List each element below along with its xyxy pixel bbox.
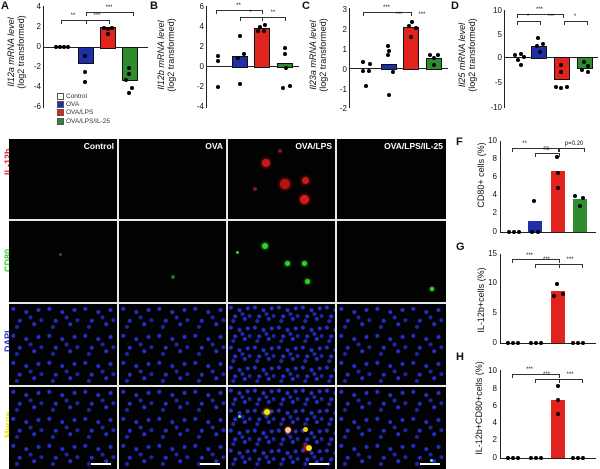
scale-bar — [309, 463, 329, 465]
bar-ova — [232, 56, 248, 68]
y-axis — [206, 6, 207, 108]
scale-bar — [420, 463, 440, 465]
legend-item: OVA/LPS/IL-25 — [57, 117, 110, 126]
sig-label: *** — [93, 13, 101, 19]
image-il12b-ova: OVA — [119, 139, 226, 219]
sig-label: ** — [70, 13, 76, 19]
image-cd80-control — [9, 221, 117, 302]
y-axis-label: Il25 mRNA level (log2 transformed) — [457, 18, 477, 92]
tick: 4 — [36, 2, 41, 11]
zero-line — [44, 47, 148, 48]
sig-bracket — [86, 20, 110, 24]
y-axis-label: Il12a mRNA level (log2 transformed) — [6, 15, 26, 89]
sig-bracket — [61, 20, 87, 24]
image-merge-control — [9, 387, 117, 469]
image-grid: Control OVA OVA/LPS OVA/LPS/IL-25 — [9, 139, 446, 469]
y-axis-label: Il12b mRNA level (log2 transformed) — [156, 18, 176, 92]
scale-bar — [91, 463, 111, 465]
scale-bar — [200, 463, 220, 465]
y-axis — [43, 6, 44, 108]
image-dapi-control — [9, 304, 117, 385]
tick: 0 — [36, 42, 41, 51]
image-il12b-ova-lps: OVA/LPS — [228, 139, 335, 219]
panel-letter: A — [1, 0, 9, 12]
legend-item: Control — [57, 93, 110, 101]
image-cd80-ova — [119, 221, 226, 302]
tick: -6 — [33, 102, 41, 111]
tick: 2 — [36, 22, 41, 31]
panel-letter: B — [150, 0, 158, 12]
image-il12b-control: Control — [9, 139, 117, 219]
y-axis — [349, 8, 350, 108]
sig-bracket — [86, 12, 134, 16]
image-dapi-ova — [119, 304, 226, 385]
bar-ova-lps-il25 — [122, 47, 138, 81]
image-cd80-ova-lps-il25 — [337, 221, 446, 302]
y-axis-label: Il23a mRNA level (log2 transformed) — [308, 18, 328, 92]
bar-ova-lps — [403, 27, 419, 70]
legend: Control OVA OVA/LPS OVA/LPS/IL-25 — [57, 93, 110, 126]
legend-item: OVA — [57, 101, 110, 109]
image-dapi-ova-lps — [228, 304, 335, 385]
tick: -2 — [33, 62, 41, 71]
bar-ova-lps — [254, 28, 270, 68]
legend-item: OVA/LPS — [57, 109, 110, 117]
image-merge-ova — [119, 387, 226, 469]
image-merge-ova-lps — [228, 387, 335, 469]
tick: -4 — [33, 82, 41, 91]
bar-ova — [381, 64, 397, 70]
sig-label: *** — [105, 5, 113, 11]
image-dapi-ova-lps-il25 — [337, 304, 446, 385]
image-cd80-ova-lps — [228, 221, 335, 302]
y-axis-label: IL-12b+cells (%) — [476, 267, 486, 333]
image-il12b-ova-lps-il25: OVA/LPS/IL-25 — [337, 139, 446, 219]
image-merge-ova-lps-il25 — [337, 387, 446, 469]
